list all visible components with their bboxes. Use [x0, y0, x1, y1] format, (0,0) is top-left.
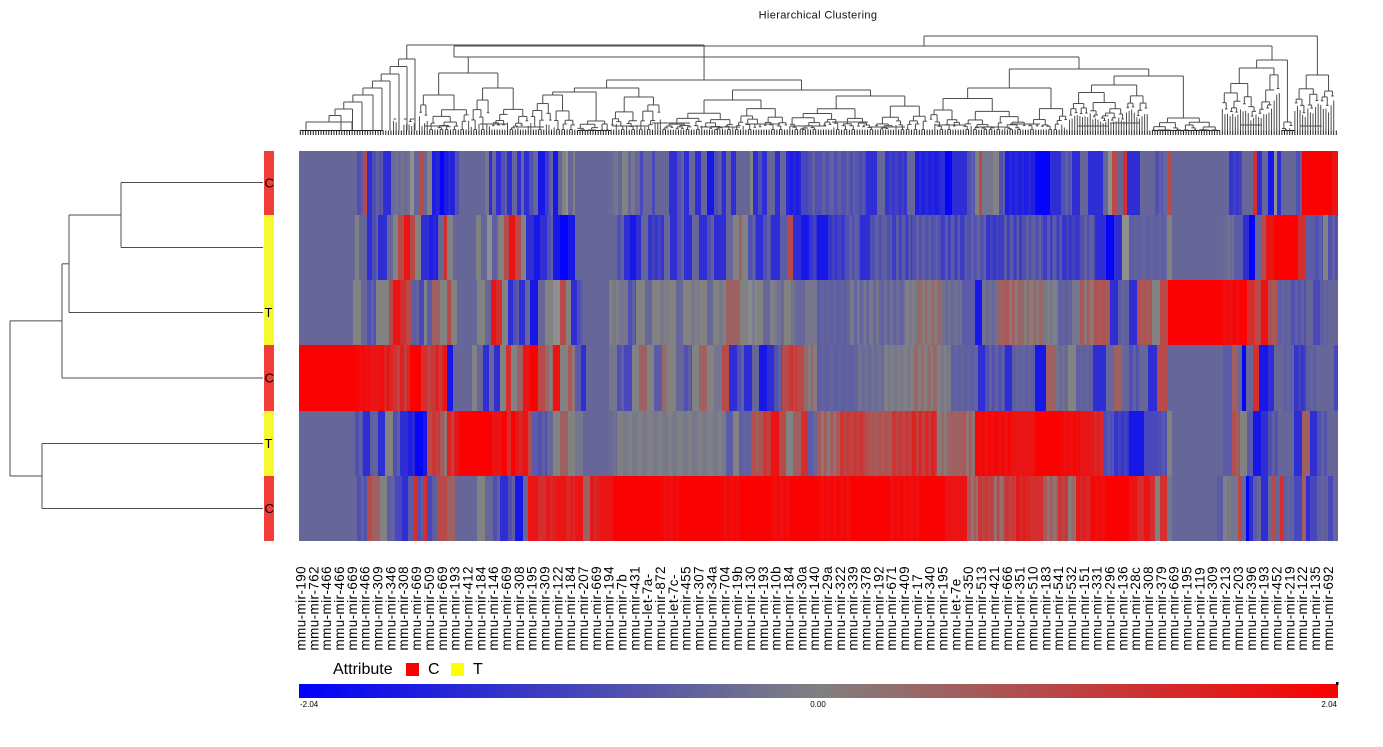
svg-text:mmu-mir-309: mmu-mir-309: [1205, 566, 1220, 651]
svg-text:mmu-mir-309: mmu-mir-309: [538, 566, 553, 651]
svg-text:T: T: [265, 305, 273, 320]
svg-text:mmu-mir-308: mmu-mir-308: [1141, 566, 1156, 651]
svg-text:mmu-mir-190: mmu-mir-190: [294, 566, 309, 651]
svg-text:mmu-mir-309: mmu-mir-309: [371, 566, 386, 651]
svg-text:mmu-mir-7b: mmu-mir-7b: [615, 574, 630, 651]
svg-text:mmu-mir-140: mmu-mir-140: [807, 566, 822, 651]
svg-text:mmu-mir-194: mmu-mir-194: [602, 566, 617, 651]
svg-text:mmu-mir-308: mmu-mir-308: [396, 566, 411, 651]
svg-text:mmu-mir-213: mmu-mir-213: [1218, 566, 1233, 651]
svg-text:mmu-mir-10b: mmu-mir-10b: [769, 566, 784, 651]
svg-text:mmu-mir-122: mmu-mir-122: [1295, 566, 1310, 651]
svg-text:mmu-mir-307: mmu-mir-307: [692, 566, 707, 651]
svg-text:mmu-let-7e: mmu-let-7e: [948, 578, 963, 650]
svg-text:mmu-mir-379: mmu-mir-379: [1154, 566, 1169, 651]
svg-text:mmu-mir-704: mmu-mir-704: [717, 566, 732, 651]
svg-text:mmu-mir-122: mmu-mir-122: [550, 566, 565, 651]
svg-text:mmu-mir-431: mmu-mir-431: [627, 566, 642, 651]
svg-text:mmu-mir-669: mmu-mir-669: [345, 566, 360, 651]
svg-text:mmu-mir-452: mmu-mir-452: [1269, 566, 1284, 651]
svg-text:mmu-mir-396: mmu-mir-396: [1244, 566, 1259, 651]
svg-text:mmu-mir-541: mmu-mir-541: [1051, 566, 1066, 651]
svg-text:mmu-mir-350: mmu-mir-350: [961, 566, 976, 651]
svg-text:mmu-mir-340: mmu-mir-340: [923, 566, 938, 651]
svg-text:mmu-mir-146: mmu-mir-146: [486, 566, 501, 651]
svg-text:C: C: [428, 661, 440, 678]
svg-text:2.04: 2.04: [1321, 700, 1337, 709]
svg-text:mmu-mir-510: mmu-mir-510: [1026, 566, 1041, 651]
svg-text:mmu-mir-532: mmu-mir-532: [1064, 566, 1079, 651]
svg-text:mmu-mir-409: mmu-mir-409: [897, 566, 912, 651]
svg-text:mmu-mir-455: mmu-mir-455: [679, 566, 694, 651]
svg-text:mmu-mir-184: mmu-mir-184: [563, 566, 578, 651]
svg-text:mmu-mir-184: mmu-mir-184: [473, 566, 488, 651]
svg-text:mmu-let-7c-: mmu-let-7c-: [666, 574, 681, 650]
svg-text:mmu-mir-296: mmu-mir-296: [1103, 566, 1118, 651]
svg-text:mmu-mir-195: mmu-mir-195: [936, 566, 951, 651]
svg-text:mmu-mir-378: mmu-mir-378: [859, 566, 874, 651]
svg-text:mmu-mir-135: mmu-mir-135: [1308, 566, 1323, 651]
svg-text:mmu-mir-669: mmu-mir-669: [409, 566, 424, 651]
svg-text:mmu-mir-762: mmu-mir-762: [306, 566, 321, 651]
svg-text:mmu-mir-151: mmu-mir-151: [1077, 566, 1092, 651]
svg-text:mmu-mir-322: mmu-mir-322: [833, 566, 848, 651]
svg-text:mmu-mir-669: mmu-mir-669: [589, 566, 604, 651]
svg-text:mmu-mir-30a: mmu-mir-30a: [794, 566, 809, 651]
svg-text:mmu-mir-136: mmu-mir-136: [1115, 566, 1130, 651]
svg-text:mmu-mir-692: mmu-mir-692: [1321, 566, 1336, 651]
svg-text:mmu-mir-29a: mmu-mir-29a: [820, 566, 835, 651]
svg-text:mmu-mir-466: mmu-mir-466: [319, 566, 334, 651]
svg-text:mmu-mir-19b: mmu-mir-19b: [730, 566, 745, 651]
svg-text:mmu-mir-412: mmu-mir-412: [460, 566, 475, 651]
svg-text:mmu-mir-466: mmu-mir-466: [358, 566, 373, 651]
svg-text:mmu-mir-339: mmu-mir-339: [846, 566, 861, 651]
svg-text:C: C: [265, 176, 274, 191]
svg-text:mmu-mir-669: mmu-mir-669: [435, 566, 450, 651]
svg-text:mmu-mir-207: mmu-mir-207: [576, 566, 591, 651]
svg-text:mmu-mir-195: mmu-mir-195: [1180, 566, 1195, 651]
svg-text:mmu-mir-17: mmu-mir-17: [910, 574, 925, 651]
svg-text:0.00: 0.00: [810, 700, 826, 709]
svg-text:T: T: [473, 661, 483, 678]
svg-text:mmu-mir-119: mmu-mir-119: [1192, 567, 1207, 651]
svg-text:mmu-mir-184: mmu-mir-184: [782, 566, 797, 651]
svg-text:mmu-mir-193: mmu-mir-193: [1257, 566, 1272, 651]
svg-text:mmu-mir-671: mmu-mir-671: [884, 566, 899, 651]
svg-text:C: C: [265, 501, 274, 516]
svg-text:mmu-let-7a-: mmu-let-7a-: [640, 573, 655, 650]
svg-text:mmu-mir-351: mmu-mir-351: [1013, 566, 1028, 651]
svg-text:mmu-mir-509: mmu-mir-509: [422, 566, 437, 651]
svg-text:mmu-mir-872: mmu-mir-872: [653, 566, 668, 651]
svg-text:mmu-mir-193: mmu-mir-193: [756, 566, 771, 651]
svg-text:mmu-mir-331: mmu-mir-331: [1090, 566, 1105, 651]
svg-text:Attribute: Attribute: [333, 661, 393, 678]
svg-text:mmu-mir-513: mmu-mir-513: [974, 566, 989, 651]
svg-text:mmu-mir-666: mmu-mir-666: [1000, 566, 1015, 651]
svg-text:mmu-mir-192: mmu-mir-192: [871, 566, 886, 651]
svg-text:Hierarchical Clustering: Hierarchical Clustering: [759, 10, 878, 22]
svg-text:mmu-mir-183: mmu-mir-183: [1038, 566, 1053, 651]
svg-text:mmu-mir-466: mmu-mir-466: [332, 566, 347, 651]
svg-text:C: C: [265, 371, 274, 386]
svg-text:mmu-mir-195: mmu-mir-195: [525, 566, 540, 651]
svg-text:mmu-mir-669: mmu-mir-669: [1167, 566, 1182, 651]
svg-text:mmu-mir-203: mmu-mir-203: [1231, 566, 1246, 651]
svg-text:-2.04: -2.04: [300, 700, 319, 709]
svg-text:mmu-mir-34a: mmu-mir-34a: [704, 566, 719, 651]
svg-text:mmu-mir-346: mmu-mir-346: [383, 566, 398, 651]
svg-text:mmu-mir-28c: mmu-mir-28c: [1128, 567, 1143, 651]
svg-text:mmu-mir-219: mmu-mir-219: [1282, 566, 1297, 651]
svg-text:T: T: [265, 436, 273, 451]
svg-text:mmu-mir-193: mmu-mir-193: [448, 566, 463, 651]
svg-text:mmu-mir-308: mmu-mir-308: [512, 566, 527, 651]
svg-text:mmu-mir-130: mmu-mir-130: [743, 566, 758, 651]
svg-text:mmu-mir-669: mmu-mir-669: [499, 566, 514, 651]
svg-text:mmu-mir-421: mmu-mir-421: [987, 566, 1002, 651]
